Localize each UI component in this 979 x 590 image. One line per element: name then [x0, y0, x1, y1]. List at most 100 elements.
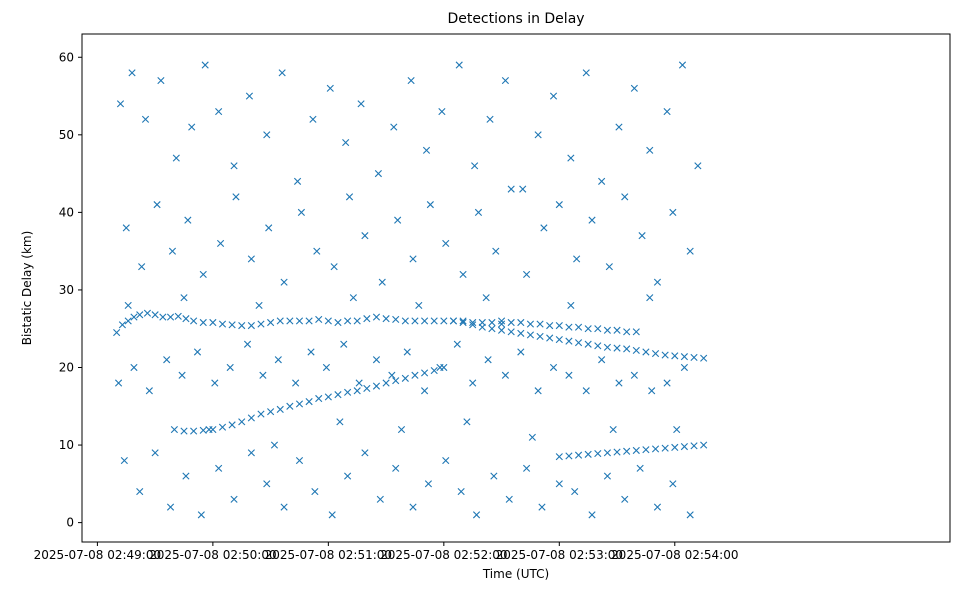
data-point [188, 123, 196, 131]
data-point [407, 76, 415, 85]
data-point [653, 278, 662, 286]
data-point [651, 349, 660, 358]
data-point [603, 449, 612, 457]
data-point [469, 321, 477, 329]
data-point [124, 301, 132, 310]
data-point [484, 356, 492, 364]
x-tick-label: 2025-07-08 02:51:00 [265, 548, 392, 562]
data-point [430, 317, 438, 325]
data-point [661, 351, 669, 359]
data-point [295, 317, 304, 325]
data-point [584, 325, 592, 333]
data-point [345, 193, 354, 201]
data-point [455, 61, 463, 69]
data-point [166, 313, 175, 321]
x-tick-label: 2025-07-08 02:49:00 [34, 548, 161, 562]
data-point [344, 472, 352, 480]
data-point [471, 162, 479, 170]
data-point [324, 393, 332, 401]
data-point [632, 346, 640, 355]
data-point [276, 317, 284, 325]
data-point [238, 322, 246, 330]
data-point [540, 224, 548, 232]
data-point [403, 348, 411, 356]
y-tick-label: 60 [59, 50, 74, 64]
data-point [463, 418, 471, 426]
data-point [605, 263, 613, 271]
data-point [694, 162, 702, 170]
data-point [340, 340, 348, 348]
data-point [546, 334, 554, 342]
data-point [174, 312, 182, 320]
data-point [488, 325, 496, 333]
data-point [700, 354, 708, 362]
data-point [615, 123, 623, 131]
data-point [663, 379, 671, 387]
data-point [201, 61, 209, 69]
y-tick-label: 30 [59, 283, 74, 297]
data-point [673, 425, 681, 434]
data-point [517, 318, 525, 327]
data-point [488, 318, 496, 327]
data-point [469, 318, 477, 327]
data-point [328, 511, 336, 519]
data-point [420, 317, 429, 325]
data-point [376, 495, 384, 503]
data-point [216, 239, 225, 247]
data-point [424, 480, 433, 488]
data-point [118, 321, 127, 329]
data-point [247, 414, 255, 422]
data-point [278, 69, 286, 77]
data-point [661, 444, 669, 452]
data-point [642, 348, 650, 356]
data-point [230, 495, 238, 503]
y-tick-label: 50 [59, 128, 74, 142]
chart-title: Detections in Delay [447, 11, 584, 27]
data-point [517, 348, 525, 356]
data-point [669, 480, 677, 488]
data-point [263, 480, 271, 488]
data-point [613, 326, 621, 334]
data-point [215, 107, 223, 116]
data-point [247, 449, 255, 457]
data-point [334, 318, 342, 327]
data-point [538, 503, 546, 511]
data-point [430, 367, 438, 375]
data-point [690, 442, 698, 450]
data-point [680, 363, 688, 372]
data-point [199, 318, 207, 327]
data-point [307, 348, 315, 356]
data-point [315, 315, 323, 323]
data-point [199, 426, 207, 434]
data-point [297, 208, 305, 216]
data-point [549, 363, 558, 372]
data-point [522, 464, 531, 472]
y-tick-label: 20 [59, 360, 74, 374]
data-point [411, 317, 419, 325]
data-point [615, 379, 623, 387]
data-point [415, 301, 423, 310]
data-point [263, 131, 271, 139]
data-point [574, 339, 583, 347]
data-point [157, 76, 165, 85]
data-point [114, 379, 123, 387]
data-point [573, 255, 581, 263]
data-point [247, 322, 255, 330]
data-point [420, 369, 429, 377]
data-point [507, 318, 515, 327]
data-point [686, 247, 694, 255]
data-point [482, 294, 490, 302]
x-tick-label: 2025-07-08 02:52:00 [380, 548, 507, 562]
data-point [594, 449, 602, 458]
data-point [565, 337, 573, 345]
data-point [357, 100, 365, 108]
data-point [286, 402, 294, 410]
y-axis-ticks: 0 10 20 30 40 50 60 [59, 50, 82, 530]
data-point [549, 92, 558, 100]
data-point [267, 318, 275, 327]
data-point [309, 115, 317, 123]
data-point [680, 443, 688, 451]
data-point [276, 405, 284, 413]
